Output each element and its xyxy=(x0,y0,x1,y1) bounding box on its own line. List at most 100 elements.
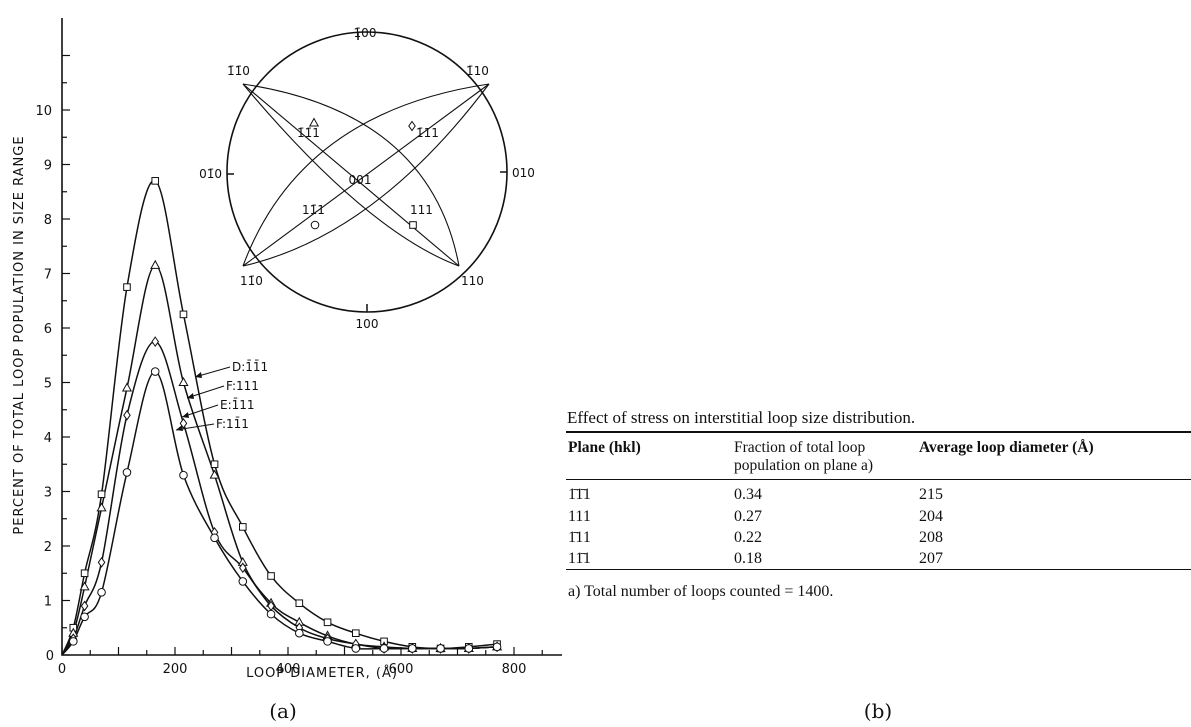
x-tick-label: 600 xyxy=(389,662,414,677)
x-tick-label: 800 xyxy=(502,662,527,677)
stereogram-great-circles xyxy=(242,83,490,267)
data-point xyxy=(69,637,78,646)
table-row: 1̄1̄1 0.34 215 xyxy=(566,480,1191,507)
legend-label: F:111 xyxy=(226,379,259,393)
data-point xyxy=(239,523,247,531)
legend-arrowhead xyxy=(176,425,183,431)
y-tick-label: 5 xyxy=(44,377,52,392)
data-point xyxy=(379,644,389,653)
great-circle-arc xyxy=(242,83,460,267)
data-point xyxy=(436,644,445,653)
data-point xyxy=(238,577,248,586)
data-point xyxy=(96,502,107,512)
data-point xyxy=(178,376,189,386)
y-tick-label: 4 xyxy=(44,431,52,446)
pole-d-label: 1̄1̄1 xyxy=(297,126,320,140)
pole-g-label: 111 xyxy=(410,203,433,217)
data-point xyxy=(151,177,160,185)
great-circle-arc xyxy=(242,83,490,267)
pole-e-label: 1̄11 xyxy=(416,126,439,140)
series-markers xyxy=(68,177,503,654)
great-circle-arc xyxy=(242,83,490,267)
pole-top-label: 1̄00 xyxy=(354,26,377,40)
data-point xyxy=(121,382,133,392)
cell-diameter: 204 xyxy=(919,507,943,525)
pole-f-label: 11̄1 xyxy=(302,203,325,217)
legend-arrowhead xyxy=(187,393,194,399)
cell-fraction: 0.18 xyxy=(734,549,762,567)
x-tick-label: 200 xyxy=(163,662,188,677)
cell-fraction: 0.27 xyxy=(734,507,762,525)
data-point xyxy=(150,367,160,376)
stereogram-pole-markers xyxy=(308,117,417,230)
y-tick-label: 0 xyxy=(46,649,54,664)
y-tick-label: 7 xyxy=(44,268,52,283)
x-axis-label: LOOP DIAMETER, (Å) xyxy=(246,665,398,681)
y-axis-label: PERCENT OF TOTAL LOOP POPULATION IN SIZE… xyxy=(12,135,27,534)
stereogram-circle xyxy=(226,31,508,313)
data-point xyxy=(210,533,219,543)
curve-legend: D:1̄1̄1 F:111 E:1̄11 F:11̄1 xyxy=(175,360,268,431)
data-point xyxy=(352,629,360,638)
pole-lower-left-label: 11̄0 xyxy=(240,274,263,288)
table-row: 11̄1 0.18 207 xyxy=(566,548,1191,570)
cell-diameter: 207 xyxy=(919,549,943,567)
header-plane: Plane (hkl) xyxy=(568,439,641,456)
data-point xyxy=(80,600,89,612)
data-point xyxy=(267,572,275,580)
data-point xyxy=(209,469,220,479)
y-tick-label: 1 xyxy=(44,595,52,610)
y-tick-label: 6 xyxy=(44,322,52,337)
data-point xyxy=(408,644,417,653)
pole-d-marker xyxy=(308,117,320,127)
data-point xyxy=(210,460,219,469)
stereogram-inset: 1̄00 100 01̄0 010 1̄1̄0 1̄10 11̄0 110 00… xyxy=(199,26,535,331)
data-point xyxy=(150,259,161,269)
pole-upper-left-label: 1̄1̄0 xyxy=(227,64,250,78)
data-point xyxy=(123,409,131,421)
cell-diameter: 208 xyxy=(919,528,943,546)
data-point xyxy=(179,310,188,319)
data-point xyxy=(97,556,106,568)
data-point xyxy=(80,569,89,578)
pole-lower-right-label: 110 xyxy=(461,274,484,288)
y-tick-label: 2 xyxy=(44,540,52,555)
y-tick-label: 3 xyxy=(44,486,52,501)
y-tick-label: 8 xyxy=(44,213,52,228)
cell-fraction: 0.34 xyxy=(734,486,762,503)
cell-plane: 111 xyxy=(568,507,591,525)
table-b: Effect of stress on interstitial loop si… xyxy=(566,408,1191,601)
data-point xyxy=(80,612,89,622)
cell-plane: 1̄1̄1 xyxy=(568,486,591,503)
great-circle-arc xyxy=(242,83,490,267)
cell-plane: 11̄1 xyxy=(568,549,591,567)
cell-plane: 1̄11 xyxy=(568,528,591,546)
pole-f-marker xyxy=(310,220,320,230)
data-point xyxy=(97,490,106,499)
pole-left-label: 01̄0 xyxy=(199,167,222,181)
data-point xyxy=(266,609,276,619)
pole-right-label: 010 xyxy=(512,166,535,180)
x-tick-label: 400 xyxy=(276,662,301,677)
caption-b: (b) xyxy=(864,699,892,723)
header-diameter: Average loop diameter (Å) xyxy=(919,439,1094,456)
legend-label: D:1̄1̄1 xyxy=(232,360,268,374)
table-footnote: a) Total number of loops counted = 1400. xyxy=(568,583,834,600)
data-point xyxy=(492,642,502,652)
legend-arrowhead xyxy=(195,372,202,378)
table-row: 1̄11 0.22 208 xyxy=(566,527,1191,548)
pole-e-marker xyxy=(408,120,416,132)
legend-arrowhead xyxy=(182,412,189,418)
y-tick-label: 10 xyxy=(35,104,52,119)
data-point xyxy=(464,644,474,653)
data-point xyxy=(151,336,160,347)
cell-fraction: 0.22 xyxy=(734,528,762,546)
series-line xyxy=(61,264,498,656)
pole-bottom-label: 100 xyxy=(356,317,379,331)
pole-g-marker xyxy=(409,221,417,229)
data-point xyxy=(238,562,247,574)
caption-a: (a) xyxy=(269,699,297,723)
data-point xyxy=(323,637,332,646)
